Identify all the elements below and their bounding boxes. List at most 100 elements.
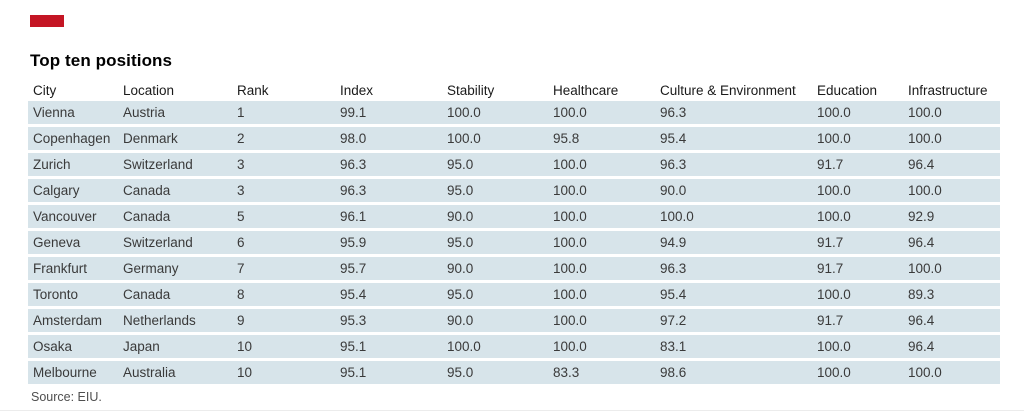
column-header-city: City [33, 83, 57, 98]
table-cell: Canada [118, 283, 232, 306]
table-cell: 100.0 [442, 127, 548, 150]
column-header-healthcare: Healthcare [553, 83, 619, 98]
table-cell: 100.0 [548, 205, 655, 228]
table-cell: Amsterdam [28, 309, 118, 332]
column-header-education: Education [817, 83, 878, 98]
table-header: City Location Rank Index Stability Healthcare… [28, 80, 1000, 98]
table-row: Melbourne Australia 10 95.1 95.0 83.3 98.6 100.… [28, 361, 1000, 384]
table-cell: 3 [232, 179, 335, 202]
table-cell: 95.1 [335, 335, 442, 358]
table-cell: 100.0 [548, 283, 655, 306]
table-cell: 100.0 [442, 101, 548, 124]
table-cell: 99.1 [335, 101, 442, 124]
table-cell: 100.0 [903, 257, 1000, 280]
column-header-culture-environment: Culture & Environment [660, 83, 796, 98]
table-body: Vienna Austria 1 99.1 100.0 100.0 96.3 100.0 100… [28, 101, 1000, 384]
table-cell: Osaka [28, 335, 118, 358]
table-cell: Austria [118, 101, 232, 124]
table-cell: 90.0 [655, 179, 812, 202]
table-cell: 95.9 [335, 231, 442, 254]
table-cell: 100.0 [903, 101, 1000, 124]
table-cell: Frankfurt [28, 257, 118, 280]
table-cell: 100.0 [548, 153, 655, 176]
table-cell: 91.7 [812, 153, 903, 176]
table-cell: 89.3 [903, 283, 1000, 306]
table-cell: 100.0 [812, 179, 903, 202]
table-cell: 100.0 [812, 335, 903, 358]
table-cell: Vancouver [28, 205, 118, 228]
table-cell: 100.0 [548, 101, 655, 124]
table-cell: 98.6 [655, 361, 812, 384]
table-cell: 95.4 [655, 127, 812, 150]
figure-title: Top ten positions [30, 51, 173, 70]
table-cell: 90.0 [442, 205, 548, 228]
table-cell: 100.0 [548, 257, 655, 280]
table-cell: 95.0 [442, 231, 548, 254]
table-cell: 100.0 [442, 335, 548, 358]
table-cell: Copenhagen [28, 127, 118, 150]
table-row: Frankfurt Germany 7 95.7 90.0 100.0 96.3 91.7 10… [28, 257, 1000, 280]
table-cell: 95.0 [442, 283, 548, 306]
table-row: Amsterdam Netherlands 9 95.3 90.0 100.0 97.2 91… [28, 309, 1000, 332]
table-cell: 83.1 [655, 335, 812, 358]
column-header-location: Location [123, 83, 175, 98]
table-cell: 100.0 [548, 335, 655, 358]
source-note: Source: EIU. [31, 390, 102, 404]
table-cell: 91.7 [812, 257, 903, 280]
table-cell: 10 [232, 361, 335, 384]
table-cell: 100.0 [548, 309, 655, 332]
table-cell: 96.1 [335, 205, 442, 228]
table-header-row: City Location Rank Index Stability Healthcare… [28, 80, 1000, 98]
table-cell: 9 [232, 309, 335, 332]
table-cell: 100.0 [812, 283, 903, 306]
table-cell: Netherlands [118, 309, 232, 332]
table-row: Geneva Switzerland 6 95.9 95.0 100.0 94.9 91.7 9… [28, 231, 1000, 254]
table-cell: 100.0 [812, 205, 903, 228]
table-cell: 96.4 [903, 335, 1000, 358]
table-cell: 95.0 [442, 361, 548, 384]
liveability-table: City Location Rank Index Stability Healthcare… [28, 77, 1000, 387]
table-cell: 96.3 [655, 153, 812, 176]
table-cell: Zurich [28, 153, 118, 176]
table-row: Vienna Austria 1 99.1 100.0 100.0 96.3 100.0 100… [28, 101, 1000, 124]
table-cell: 100.0 [655, 205, 812, 228]
table-row: Calgary Canada 3 96.3 95.0 100.0 90.0 100.0 100.… [28, 179, 1000, 202]
table-cell: 97.2 [655, 309, 812, 332]
table-cell: 96.4 [903, 231, 1000, 254]
table-cell: Vienna [28, 101, 118, 124]
table-row: Vancouver Canada 5 96.1 90.0 100.0 100.0 100.0 9… [28, 205, 1000, 228]
table-cell: 95.0 [442, 153, 548, 176]
table-cell: 2 [232, 127, 335, 150]
table-cell: 7 [232, 257, 335, 280]
table-cell: Canada [118, 205, 232, 228]
economist-red-tag-icon [30, 15, 64, 27]
table-cell: 95.3 [335, 309, 442, 332]
table-cell: 94.9 [655, 231, 812, 254]
table-cell: 96.4 [903, 153, 1000, 176]
column-header-stability: Stability [447, 83, 495, 98]
table-cell: 96.3 [335, 153, 442, 176]
table-row: Zurich Switzerland 3 96.3 95.0 100.0 96.3 91.7 9… [28, 153, 1000, 176]
table-cell: Germany [118, 257, 232, 280]
table-row: Copenhagen Denmark 2 98.0 100.0 95.8 95.4 100.0… [28, 127, 1000, 150]
table-cell: 91.7 [812, 231, 903, 254]
table-cell: Geneva [28, 231, 118, 254]
table-cell: 5 [232, 205, 335, 228]
table-cell: 100.0 [812, 361, 903, 384]
table-cell: 90.0 [442, 309, 548, 332]
table-cell: 100.0 [548, 179, 655, 202]
table-cell: 96.4 [903, 309, 1000, 332]
table-cell: 100.0 [548, 231, 655, 254]
table-row: Osaka Japan 10 95.1 100.0 100.0 83.1 100.0 96.4 [28, 335, 1000, 358]
table-row: Toronto Canada 8 95.4 95.0 100.0 95.4 100.0 89.3 [28, 283, 1000, 306]
table-cell: 100.0 [812, 101, 903, 124]
table-cell: Australia [118, 361, 232, 384]
table-cell: Denmark [118, 127, 232, 150]
table-cell: 100.0 [812, 127, 903, 150]
table-cell: Melbourne [28, 361, 118, 384]
table-cell: 96.3 [655, 101, 812, 124]
table-cell: 96.3 [655, 257, 812, 280]
table-cell: 95.7 [335, 257, 442, 280]
column-header-rank: Rank [237, 83, 269, 98]
